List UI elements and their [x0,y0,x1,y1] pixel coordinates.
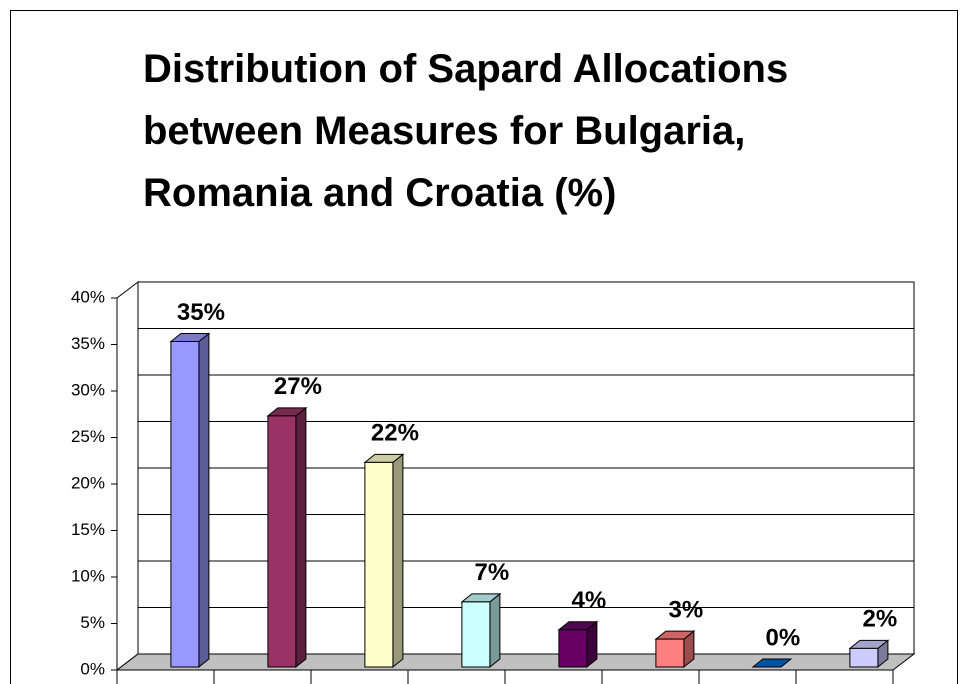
value-label: 35% [177,299,225,326]
bar-front [267,415,297,668]
bar-side [198,332,210,669]
value-label: 7% [475,559,510,586]
value-label: 3% [669,596,704,623]
y-tick-label: 0% [80,659,105,678]
bar-front [170,341,200,668]
floor [115,653,916,671]
bar-front [364,461,394,668]
y-tick-label: 5% [80,613,105,632]
bar [363,453,405,669]
bar-front [558,629,588,668]
bar-side [295,406,307,669]
bar-front [849,647,879,668]
value-label: 4% [572,587,607,614]
bar-front [461,601,491,668]
y-tick-label: 20% [71,473,105,492]
y-tick-label: 10% [71,566,105,585]
bar [169,332,211,669]
value-label: 2% [863,606,898,633]
y-tick-label: 15% [71,520,105,539]
y-tick-label: 25% [71,427,105,446]
bar-side [489,592,501,669]
bar [751,658,793,668]
side-wall [116,280,139,672]
y-tick-label: 30% [71,380,105,399]
bar [266,406,308,669]
chart-title: Distribution of Sapard Allocations betwe… [143,47,789,215]
frame [10,10,958,684]
bar-top [751,658,793,668]
value-label: 22% [371,420,419,447]
bar [848,639,890,669]
bar-side [392,453,404,669]
bar [557,620,599,669]
value-label: 0% [766,624,801,651]
y-tick-label: 35% [71,334,105,353]
value-label: 27% [274,373,322,400]
y-tick-label: 40% [71,287,105,306]
bar [460,592,502,669]
bar [654,630,696,669]
bar-front [655,638,685,668]
